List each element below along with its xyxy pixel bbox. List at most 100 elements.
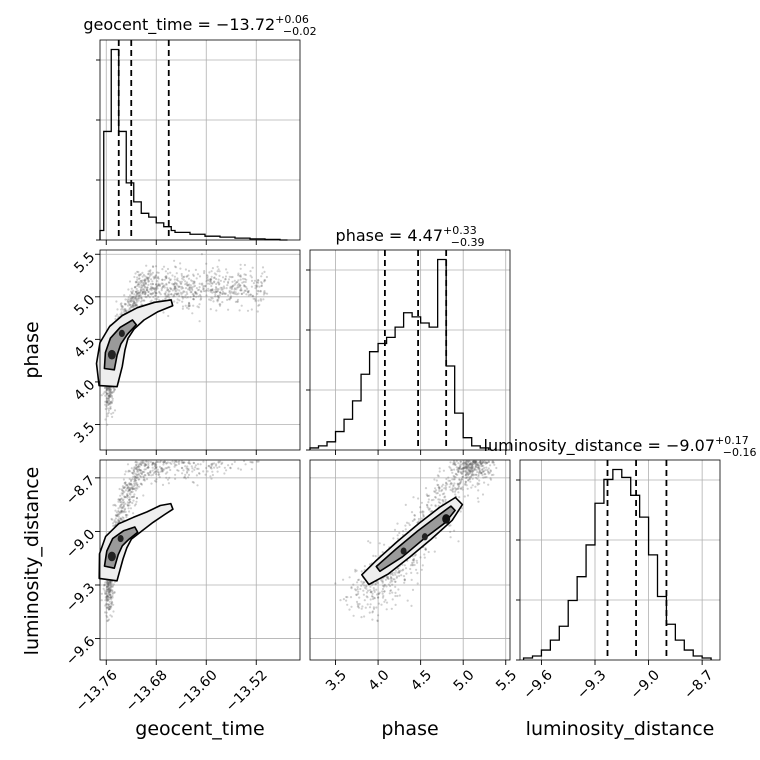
- sample-point: [455, 466, 458, 469]
- sample-point: [105, 597, 108, 600]
- sample-point: [155, 466, 158, 469]
- sample-point: [211, 288, 214, 292]
- sample-point: [109, 391, 112, 394]
- sample-point: [218, 259, 221, 262]
- sample-point: [137, 292, 140, 295]
- sample-point: [146, 278, 149, 281]
- sample-point: [107, 596, 110, 599]
- sample-point: [237, 272, 240, 275]
- sample-point: [364, 606, 367, 609]
- sample-point: [142, 273, 145, 277]
- sample-point: [140, 286, 144, 289]
- sample-point: [184, 477, 187, 480]
- sample-point: [475, 462, 478, 465]
- sample-point: [202, 284, 205, 287]
- sample-point: [117, 500, 120, 503]
- sample-point: [250, 461, 253, 464]
- sample-point: [151, 283, 154, 286]
- sample-point: [172, 283, 175, 286]
- sample-point: [135, 466, 138, 470]
- sample-point: [476, 497, 479, 500]
- sample-point: [467, 469, 470, 472]
- sample-point: [166, 295, 169, 298]
- sample-point: [161, 282, 164, 285]
- sample-point: [173, 278, 176, 281]
- sample-point: [108, 393, 111, 397]
- sample-point: [132, 499, 135, 502]
- sample-point: [472, 460, 475, 463]
- sample-point: [186, 468, 189, 471]
- sample-point: [189, 296, 192, 299]
- sample-point: [180, 274, 183, 277]
- sample-point: [159, 460, 162, 463]
- sample-point: [198, 275, 202, 278]
- sample-point: [125, 515, 128, 519]
- sample-point: [132, 295, 135, 299]
- sample-point: [468, 467, 471, 470]
- sample-point: [412, 558, 415, 561]
- sample-point: [174, 477, 177, 480]
- sample-point: [133, 286, 137, 289]
- sample-point: [360, 616, 363, 619]
- sample-point: [151, 287, 154, 290]
- sample-point: [469, 472, 472, 475]
- sample-point: [126, 494, 129, 497]
- sample-point: [256, 310, 259, 313]
- sample-point: [160, 467, 163, 470]
- sample-point: [126, 503, 129, 506]
- sample-point: [131, 471, 134, 474]
- sample-point: [191, 280, 194, 283]
- panel-frame: [309, 249, 511, 451]
- sample-point: [108, 399, 111, 403]
- sample-point: [108, 588, 112, 591]
- sample-point: [217, 298, 220, 301]
- sample-point: [181, 472, 184, 475]
- sample-point: [135, 465, 138, 468]
- sample-point: [381, 592, 384, 595]
- sample-point: [107, 386, 111, 389]
- sample-point: [200, 290, 203, 293]
- sample-point: [107, 607, 110, 610]
- sample-point: [106, 407, 110, 410]
- sample-point: [141, 292, 144, 295]
- sample-point: [249, 274, 252, 277]
- sample-point: [216, 290, 220, 293]
- sample-point: [458, 496, 461, 499]
- sample-point: [139, 469, 142, 472]
- sample-point: [231, 286, 234, 289]
- sample-point: [235, 293, 239, 296]
- sample-point: [135, 287, 138, 291]
- sample-point: [126, 494, 129, 497]
- sample-point: [453, 478, 456, 481]
- sample-point: [474, 461, 477, 464]
- sample-point: [355, 569, 358, 572]
- sample-point: [436, 483, 439, 486]
- sample-point: [133, 484, 137, 487]
- sample-point: [129, 501, 132, 504]
- sample-point: [153, 462, 156, 466]
- sample-point: [105, 386, 109, 389]
- y-tick-label: 4.0: [71, 377, 98, 404]
- sample-point: [355, 593, 358, 597]
- sample-point: [243, 273, 246, 276]
- sample-point: [174, 287, 177, 290]
- sample-point: [474, 460, 478, 463]
- sample-point: [477, 489, 480, 492]
- sample-point: [165, 276, 168, 280]
- sample-point: [460, 467, 463, 471]
- sample-point: [132, 512, 135, 515]
- sample-point: [168, 277, 171, 280]
- sample-point: [107, 388, 110, 391]
- sample-point: [130, 478, 133, 482]
- sample-point: [257, 278, 260, 282]
- sample-point: [104, 394, 107, 397]
- tick-layer: −13.76 −13.68 −13.60 −13.52 3.5 4.0 4.5 5.0 5.5−…: [63, 59, 717, 715]
- sample-point: [334, 582, 337, 585]
- sample-point: [256, 460, 259, 463]
- sample-point: [105, 405, 108, 408]
- sample-point: [113, 591, 116, 594]
- sample-point: [465, 463, 468, 466]
- sample-point: [135, 299, 138, 302]
- sample-point: [164, 472, 167, 475]
- sample-point: [224, 278, 227, 281]
